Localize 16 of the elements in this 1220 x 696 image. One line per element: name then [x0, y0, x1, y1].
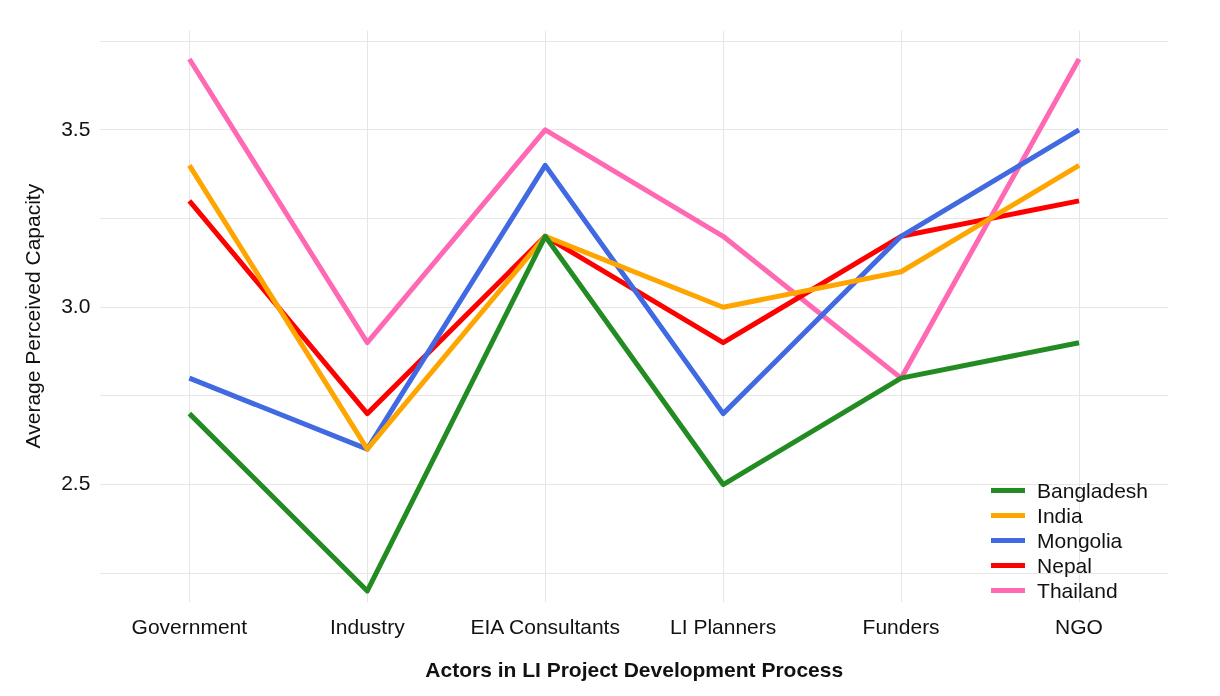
- x-tick-label: LI Planners: [670, 615, 777, 638]
- x-tick-label: Industry: [329, 615, 406, 638]
- legend-label: India: [1037, 503, 1083, 528]
- legend-label: Nepal: [1037, 553, 1092, 578]
- x-tick-label: EIA Consultants: [470, 615, 620, 638]
- legend-label: Bangladesh: [1037, 478, 1148, 503]
- legend-label: Thailand: [1037, 578, 1118, 603]
- x-tick-label: NGO: [1055, 615, 1103, 638]
- x-axis-title: Actors in LI Project Development Process: [425, 658, 844, 682]
- y-tick-label: 3.0: [61, 294, 91, 318]
- x-tick-label: Government: [131, 615, 248, 638]
- y-tick-label: 3.5: [61, 116, 91, 140]
- x-tick-label: Funders: [862, 615, 940, 638]
- y-axis-title: Average Perceived Capacity: [21, 183, 45, 449]
- legend-label: Mongolia: [1037, 528, 1123, 553]
- y-tick-label: 2.5: [61, 471, 91, 495]
